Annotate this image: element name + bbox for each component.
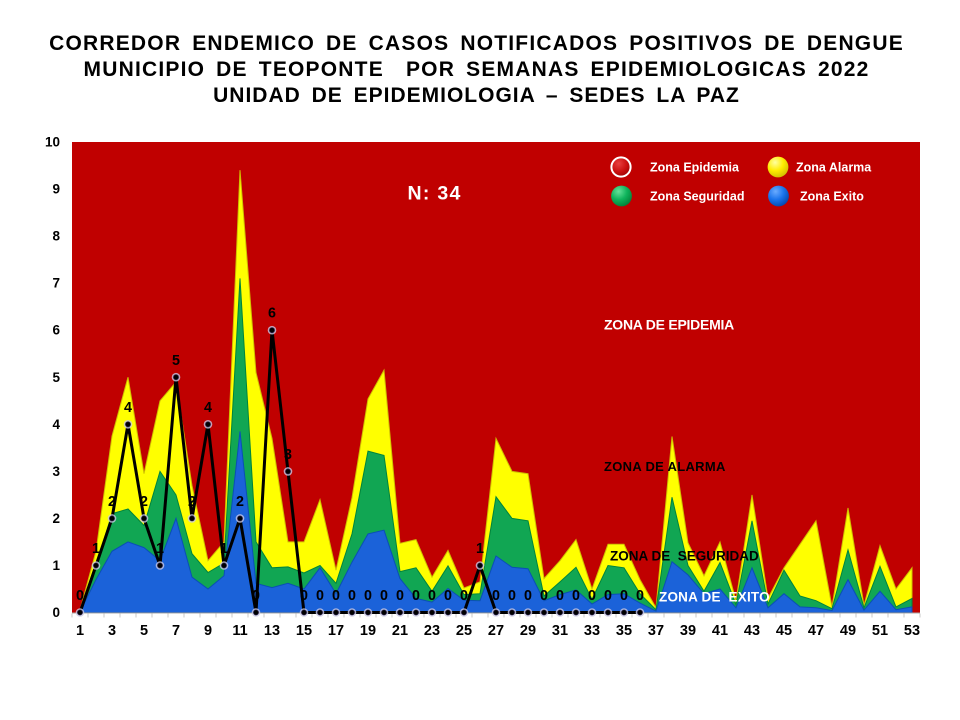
svg-text:1: 1 [156, 541, 164, 557]
svg-text:ZONA DE SEGURIDAD: ZONA DE SEGURIDAD [610, 549, 759, 564]
svg-text:7: 7 [172, 623, 180, 639]
svg-text:0: 0 [316, 588, 324, 604]
svg-text:0: 0 [396, 588, 404, 604]
svg-text:49: 49 [840, 623, 856, 639]
svg-text:1: 1 [220, 541, 228, 557]
svg-text:43: 43 [744, 623, 760, 639]
svg-text:53: 53 [904, 623, 920, 639]
svg-text:0: 0 [492, 588, 500, 604]
svg-text:45: 45 [776, 623, 792, 639]
svg-text:ZONA DE EPIDEMIA: ZONA DE EPIDEMIA [604, 317, 734, 333]
svg-text:0: 0 [52, 605, 60, 620]
svg-text:15: 15 [296, 623, 312, 639]
svg-text:23: 23 [424, 623, 440, 639]
svg-text:3: 3 [108, 623, 116, 639]
svg-text:39: 39 [680, 623, 696, 639]
svg-text:2: 2 [108, 494, 116, 510]
svg-text:25: 25 [456, 623, 472, 639]
svg-text:11: 11 [232, 623, 247, 639]
svg-text:21: 21 [392, 623, 408, 639]
svg-text:9: 9 [204, 623, 212, 639]
svg-text:0: 0 [348, 588, 356, 604]
svg-text:0: 0 [380, 588, 388, 604]
svg-text:31: 31 [552, 623, 568, 639]
svg-text:0: 0 [540, 588, 548, 604]
svg-text:4: 4 [52, 417, 60, 432]
svg-text:8: 8 [52, 229, 60, 244]
svg-text:35: 35 [616, 623, 632, 639]
svg-text:10: 10 [45, 135, 60, 150]
svg-text:2: 2 [140, 494, 148, 510]
svg-text:0: 0 [508, 588, 516, 604]
svg-text:41: 41 [712, 623, 728, 639]
svg-text:1: 1 [76, 623, 84, 639]
svg-text:Zona Seguridad: Zona Seguridad [650, 190, 744, 204]
svg-text:0: 0 [252, 588, 260, 604]
svg-text:1: 1 [92, 541, 100, 557]
svg-text:0: 0 [460, 588, 468, 604]
svg-text:19: 19 [360, 623, 376, 639]
svg-text:37: 37 [648, 623, 664, 639]
svg-text:1: 1 [52, 558, 60, 573]
svg-text:13: 13 [264, 623, 280, 639]
svg-text:Zona Alarma: Zona Alarma [796, 161, 872, 175]
svg-text:3: 3 [52, 464, 60, 479]
svg-text:17: 17 [328, 623, 344, 639]
svg-text:51: 51 [872, 623, 888, 639]
svg-text:0: 0 [636, 588, 644, 604]
svg-text:33: 33 [584, 623, 600, 639]
svg-text:5: 5 [172, 353, 180, 369]
svg-text:0: 0 [412, 588, 420, 604]
svg-text:ZONA DE EXITO: ZONA DE EXITO [659, 589, 770, 604]
svg-text:Zona Epidemia: Zona Epidemia [650, 161, 740, 175]
svg-text:0: 0 [556, 588, 564, 604]
svg-text:0: 0 [444, 588, 452, 604]
svg-text:0: 0 [524, 588, 532, 604]
svg-text:2: 2 [188, 494, 196, 510]
svg-text:0: 0 [300, 588, 308, 604]
svg-text:2: 2 [236, 494, 244, 510]
svg-text:9: 9 [52, 182, 60, 197]
svg-text:0: 0 [604, 588, 612, 604]
svg-text:1: 1 [476, 541, 484, 557]
svg-text:0: 0 [620, 588, 628, 604]
svg-text:2: 2 [52, 511, 60, 526]
svg-text:0: 0 [332, 588, 340, 604]
svg-text:ZONA DE ALARMA: ZONA DE ALARMA [604, 459, 726, 474]
svg-text:4: 4 [124, 400, 132, 416]
svg-text:0: 0 [76, 588, 84, 604]
svg-text:7: 7 [52, 276, 60, 291]
svg-text:4: 4 [204, 400, 212, 416]
svg-text:0: 0 [428, 588, 436, 604]
svg-text:0: 0 [572, 588, 580, 604]
svg-text:47: 47 [808, 623, 824, 639]
svg-text:Zona Exito: Zona Exito [800, 190, 864, 204]
svg-text:5: 5 [52, 370, 60, 385]
svg-text:29: 29 [520, 623, 536, 639]
svg-text:N: 34: N: 34 [408, 183, 462, 205]
svg-text:0: 0 [364, 588, 372, 604]
svg-text:6: 6 [52, 323, 60, 338]
svg-text:5: 5 [140, 623, 148, 639]
svg-text:3: 3 [284, 447, 292, 463]
svg-text:6: 6 [268, 306, 276, 322]
svg-text:27: 27 [488, 623, 504, 639]
svg-text:0: 0 [588, 588, 596, 604]
